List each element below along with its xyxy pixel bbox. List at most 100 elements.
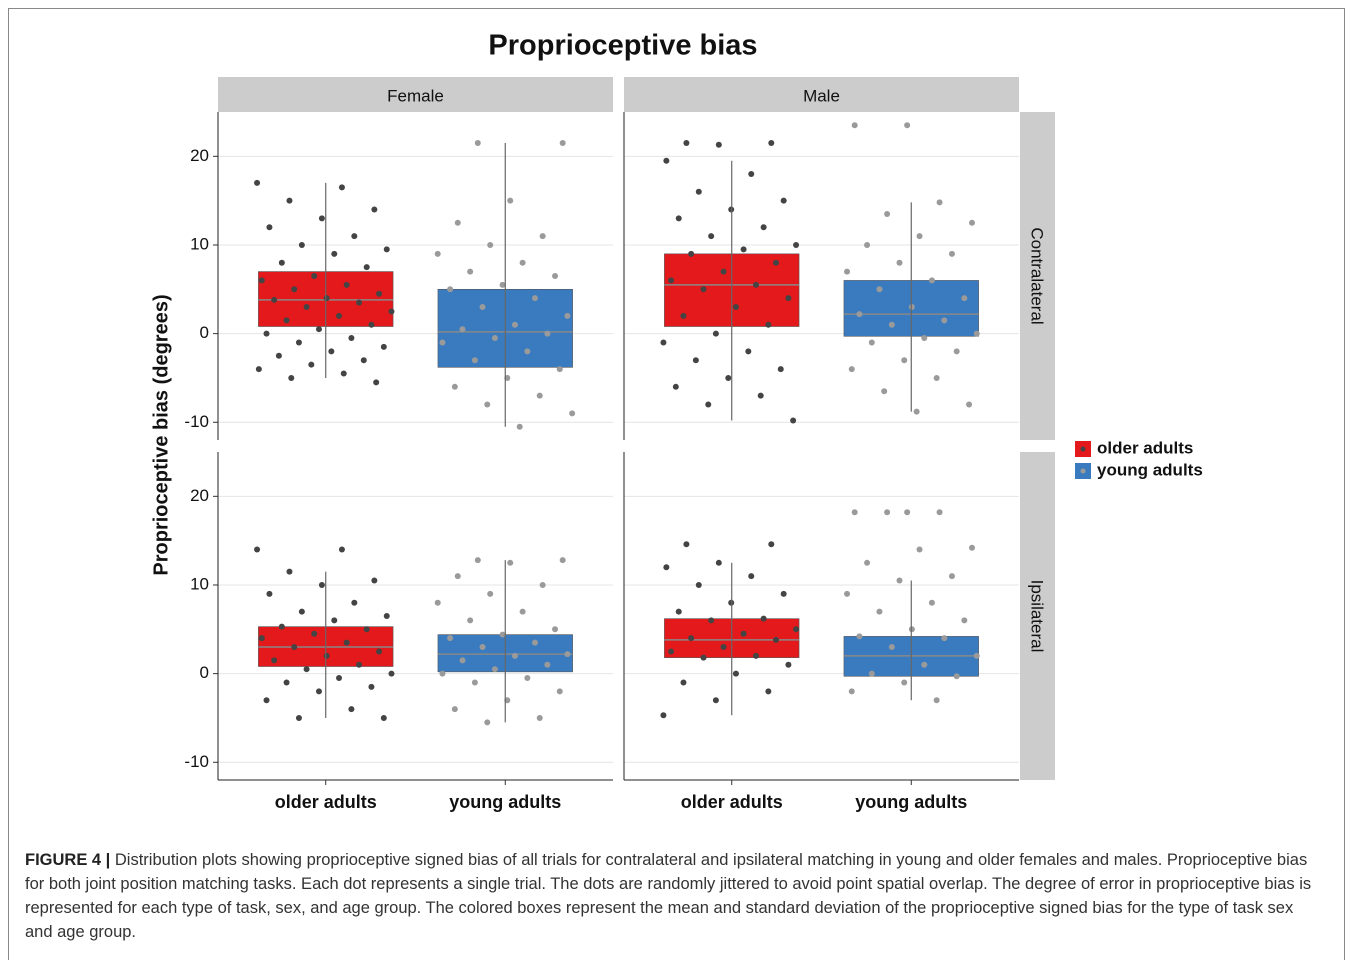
data-point bbox=[904, 509, 911, 516]
data-point bbox=[680, 679, 687, 686]
data-point bbox=[291, 644, 298, 651]
data-point bbox=[434, 250, 441, 257]
data-point bbox=[291, 286, 298, 293]
data-point bbox=[323, 652, 330, 659]
data-point bbox=[740, 630, 747, 637]
data-point bbox=[732, 304, 739, 311]
data-point bbox=[848, 688, 855, 695]
data-point bbox=[953, 348, 960, 355]
data-point bbox=[908, 626, 915, 633]
data-point bbox=[953, 673, 960, 680]
data-point bbox=[380, 343, 387, 350]
y-tick-label: 10 bbox=[190, 574, 209, 593]
data-point bbox=[263, 697, 270, 704]
data-point bbox=[916, 233, 923, 240]
data-point bbox=[928, 277, 935, 284]
data-point bbox=[479, 304, 486, 311]
data-point bbox=[969, 544, 976, 551]
data-point bbox=[474, 557, 481, 564]
data-point bbox=[363, 626, 370, 633]
facet-label: Contralateral bbox=[1028, 227, 1047, 324]
y-tick-label: 0 bbox=[200, 663, 209, 682]
data-point bbox=[881, 388, 888, 395]
data-point bbox=[569, 410, 576, 417]
data-point bbox=[536, 714, 543, 721]
data-point bbox=[254, 546, 261, 553]
data-point bbox=[531, 639, 538, 646]
data-point bbox=[844, 590, 851, 597]
data-point bbox=[680, 312, 687, 319]
data-point bbox=[356, 299, 363, 306]
data-point bbox=[765, 321, 772, 328]
data-point bbox=[559, 140, 566, 147]
caption: FIGURE 4 | Distribution plots showing pr… bbox=[25, 848, 1325, 944]
chart: Proprioceptive bias Proprioceptive bias … bbox=[150, 30, 1203, 812]
data-point bbox=[351, 599, 358, 606]
data-point bbox=[768, 541, 775, 548]
data-point bbox=[921, 661, 928, 668]
data-point bbox=[459, 326, 466, 333]
y-tick-label: 0 bbox=[200, 323, 209, 342]
data-point bbox=[340, 370, 347, 377]
data-point bbox=[916, 546, 923, 553]
data-point bbox=[343, 639, 350, 646]
data-point bbox=[896, 577, 903, 584]
data-point bbox=[556, 366, 563, 373]
data-point bbox=[278, 623, 285, 630]
data-point bbox=[459, 657, 466, 664]
data-point bbox=[748, 573, 755, 580]
facet-label: Male bbox=[803, 86, 840, 105]
data-point bbox=[660, 712, 667, 719]
data-point bbox=[973, 652, 980, 659]
data-point bbox=[338, 184, 345, 191]
data-point bbox=[692, 357, 699, 364]
data-point bbox=[531, 295, 538, 302]
facet-strip bbox=[624, 77, 1019, 112]
data-point bbox=[720, 268, 727, 275]
data-point bbox=[745, 348, 752, 355]
data-point bbox=[700, 286, 707, 293]
data-point bbox=[539, 233, 546, 240]
data-point bbox=[752, 281, 759, 288]
data-point bbox=[487, 590, 494, 597]
data-point bbox=[715, 141, 722, 148]
chart-title: Proprioceptive bias bbox=[488, 30, 757, 62]
caption-text: Distribution plots showing proprioceptiv… bbox=[25, 851, 1312, 941]
data-point bbox=[868, 339, 875, 346]
data-point bbox=[856, 633, 863, 640]
data-point bbox=[491, 335, 498, 342]
data-point bbox=[376, 648, 383, 655]
data-point bbox=[668, 648, 675, 655]
y-tick-label: 10 bbox=[190, 234, 209, 253]
data-point bbox=[368, 683, 375, 690]
data-point bbox=[552, 626, 559, 633]
data-point bbox=[283, 317, 290, 324]
data-point bbox=[348, 335, 355, 342]
data-point bbox=[941, 635, 948, 642]
data-point bbox=[388, 670, 395, 677]
data-point bbox=[773, 259, 780, 266]
data-point bbox=[785, 295, 792, 302]
data-point bbox=[913, 408, 920, 415]
data-point bbox=[740, 246, 747, 253]
y-tick-label: -10 bbox=[184, 752, 209, 771]
data-point bbox=[311, 273, 318, 279]
data-point bbox=[695, 581, 702, 588]
data-point bbox=[948, 573, 955, 580]
data-point bbox=[961, 295, 968, 302]
data-point bbox=[328, 348, 335, 355]
data-point bbox=[868, 670, 875, 677]
data-point bbox=[921, 335, 928, 342]
data-point bbox=[785, 661, 792, 668]
data-point bbox=[439, 339, 446, 346]
data-point bbox=[383, 613, 390, 619]
data-point bbox=[564, 312, 571, 319]
data-point bbox=[790, 417, 797, 424]
data-point bbox=[732, 670, 739, 677]
data-point bbox=[884, 210, 891, 217]
data-point bbox=[255, 366, 262, 373]
data-point bbox=[447, 286, 454, 293]
data-point bbox=[511, 652, 518, 659]
data-point bbox=[356, 661, 363, 668]
data-point bbox=[708, 617, 715, 624]
